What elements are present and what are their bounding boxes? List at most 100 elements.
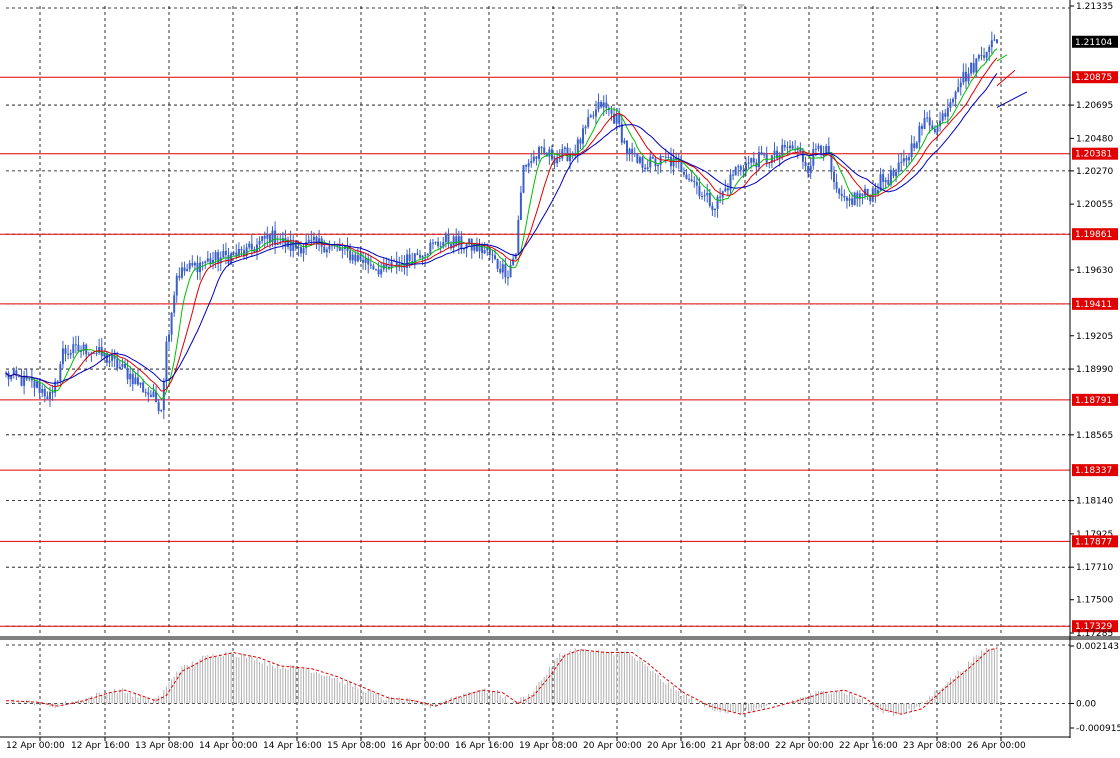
candle-body	[10, 374, 13, 380]
candle-body	[450, 244, 453, 249]
candle-body	[421, 256, 424, 258]
candle-body	[988, 47, 991, 52]
candle-body	[600, 102, 603, 108]
candle-body	[406, 254, 409, 268]
y-tick-label: 1.19205	[1076, 332, 1113, 342]
candle-body	[851, 198, 854, 205]
candle-body	[20, 377, 23, 386]
ma-mid-line	[5, 57, 998, 392]
candle-body	[941, 113, 944, 121]
candle-body	[416, 253, 419, 255]
candle-body	[367, 258, 370, 265]
candle-body	[224, 250, 227, 255]
candle-body	[553, 159, 556, 164]
candle-body	[126, 368, 129, 380]
candle-body	[473, 243, 476, 251]
candle-body	[395, 260, 398, 268]
candle-body	[444, 233, 447, 243]
candle-body	[556, 158, 559, 164]
candle-body	[895, 171, 898, 177]
candle-body	[910, 143, 913, 158]
level-label-bg	[1072, 147, 1118, 160]
candle-body	[87, 354, 90, 356]
candle-body	[250, 243, 253, 250]
candle-body	[905, 158, 908, 161]
candle-body	[845, 197, 848, 201]
x-tick-label: 12 Apr 00:00	[6, 741, 65, 751]
candle-body	[913, 143, 916, 148]
candle-body	[284, 237, 287, 247]
candle-body	[134, 377, 137, 385]
candle-body	[801, 151, 804, 162]
candle-body	[812, 149, 815, 166]
y-tick-label: 1.17285	[1076, 629, 1113, 639]
candle-body	[439, 246, 442, 248]
candle-body	[92, 353, 95, 355]
candle-body	[545, 152, 548, 157]
level-label: 1.17877	[1075, 537, 1112, 547]
candle-body	[628, 148, 631, 155]
candle-body	[519, 192, 522, 220]
candle-body	[268, 234, 271, 243]
candle-body	[429, 242, 432, 254]
y-tick-label: 1.21335	[1076, 2, 1113, 12]
candle-body	[116, 358, 119, 369]
candle-body	[354, 254, 357, 262]
candle-body	[418, 254, 421, 258]
candle-body	[51, 391, 54, 393]
candle-body	[206, 258, 209, 262]
level-label-bg	[1072, 535, 1118, 548]
x-tick-label: 23 Apr 08:00	[903, 741, 962, 751]
candle-body	[688, 178, 691, 180]
candle-body	[646, 167, 649, 169]
candle-body	[716, 196, 719, 209]
y-tick-label: 1.19630	[1076, 266, 1113, 276]
candle-body	[594, 109, 597, 117]
candle-body	[359, 255, 362, 260]
candle-body	[732, 174, 735, 176]
candle-body	[685, 174, 688, 179]
candle-body	[481, 244, 484, 254]
candle-body	[98, 347, 101, 353]
candle-body	[695, 182, 698, 186]
candle-body	[258, 240, 261, 245]
current-price-label: 1.21104	[1075, 38, 1112, 48]
candle-body	[124, 364, 127, 369]
candle-body	[201, 262, 204, 264]
candle-body	[781, 145, 784, 156]
candle-body	[719, 196, 722, 198]
candles	[5, 31, 998, 420]
candle-body	[331, 245, 334, 247]
candle-body	[789, 145, 792, 149]
level-label: 1.17329	[1075, 622, 1112, 632]
level-label: 1.20875	[1075, 73, 1112, 83]
ma-slow-extension	[996, 91, 1028, 108]
candle-body	[204, 261, 207, 264]
candle-body	[996, 39, 998, 44]
candle-body	[527, 163, 530, 167]
candle-body	[874, 188, 877, 194]
candle-body	[15, 370, 18, 377]
level-label-bg	[1072, 393, 1118, 406]
candle-body	[638, 157, 641, 163]
candle-body	[338, 246, 341, 251]
candle-body	[856, 192, 859, 199]
candle-body	[375, 269, 378, 271]
candle-body	[584, 126, 587, 129]
candle-body	[455, 236, 458, 246]
candle-body	[597, 102, 600, 110]
candle-body	[162, 380, 165, 411]
candle-body	[261, 236, 264, 241]
candle-body	[61, 348, 64, 365]
candle-body	[155, 391, 158, 403]
x-axis-labels: 12 Apr 00:00 12 Apr 16:00 13 Apr 08:00 14 A…	[6, 737, 1026, 751]
x-tick-label: 19 Apr 08:00	[519, 741, 578, 751]
candle-body	[931, 125, 934, 130]
level-label-bg	[1072, 464, 1118, 477]
candle-body	[56, 381, 59, 383]
candle-body	[279, 242, 282, 244]
candle-body	[631, 148, 634, 154]
candle-body	[28, 378, 31, 380]
